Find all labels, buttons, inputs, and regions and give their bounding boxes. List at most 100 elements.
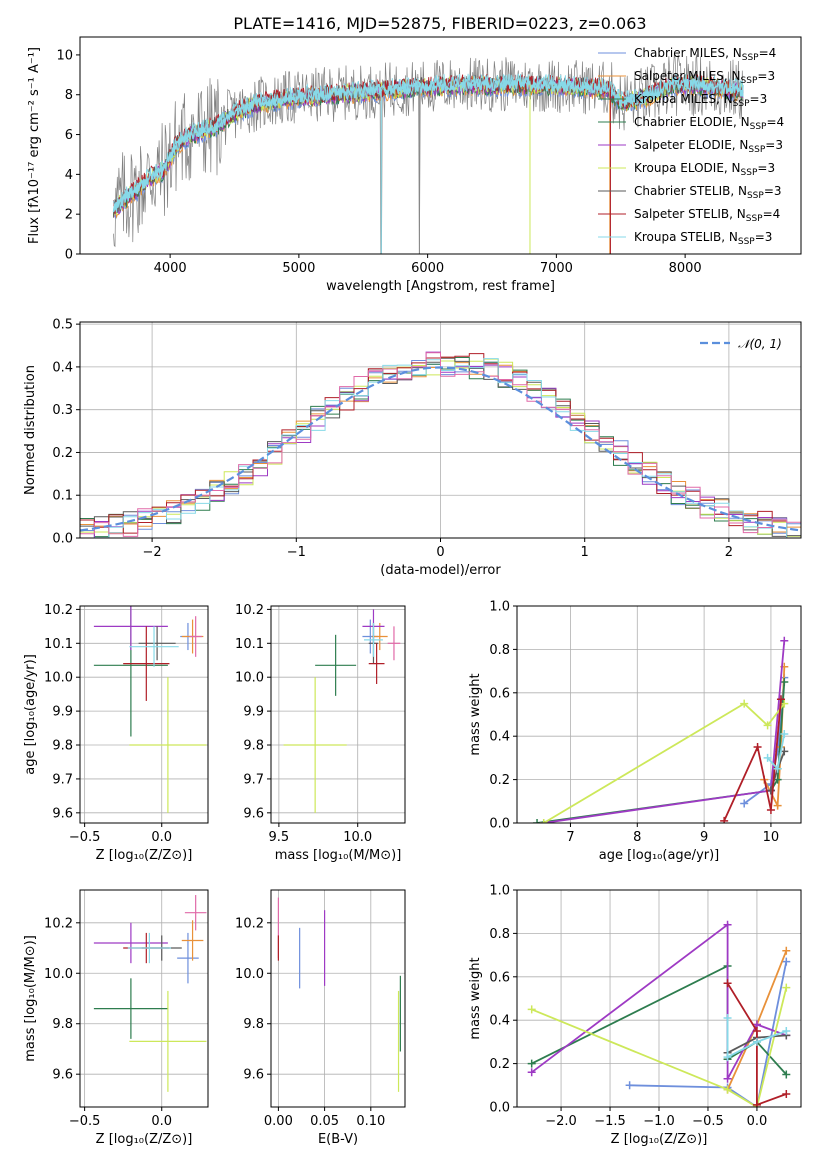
axes-spectrum: 4000 5000 6000 7000 8000 0 2 4 6 8 10 wavelength [A…	[27, 36, 802, 294]
axes-age-vs-mass: 9.5 10.0 9.6 9.7 9.8 9.9 10.0 10.1 10.2 mass [log…	[235, 603, 406, 863]
y-tick-label: 0.8	[489, 643, 510, 658]
y-tick-label: 2	[65, 208, 73, 223]
plot-area	[93, 895, 207, 1092]
y-tick-label: 9.8	[243, 739, 264, 754]
y-tick-label: 9.7	[52, 772, 73, 787]
y-axis-label: age [log₁₀(age/yr)]	[23, 654, 38, 775]
x-tick-label: 10.0	[343, 830, 372, 845]
y-tick-label: 0.2	[489, 773, 510, 788]
mass-weight-marker	[527, 1005, 536, 1014]
mass-weight-line	[629, 961, 788, 1107]
y-tick-label: 9.8	[52, 739, 73, 754]
mass-weight-marker	[766, 786, 775, 795]
y-tick-label: 0.5	[52, 318, 73, 333]
legend-entry: Kroupa STELIB, NSSP=3	[634, 230, 772, 247]
axes-frame	[270, 889, 406, 1108]
y-tick-label: 10.0	[235, 671, 264, 686]
x-tick-label: 0.0	[747, 1114, 768, 1129]
x-tick-label: −0.5	[69, 830, 101, 845]
x-tick-label: −1.0	[643, 1114, 675, 1129]
x-tick-label: 0.00	[264, 1114, 293, 1129]
plot-area	[533, 636, 789, 823]
axes-frame	[270, 605, 406, 824]
mass-weight-marker	[780, 636, 789, 645]
legend-entry: Kroupa MILES, NSSP=3	[634, 92, 767, 109]
y-tick-label: 0.6	[489, 970, 510, 985]
legend-entry: Chabrier MILES, NSSP=4	[634, 46, 776, 63]
x-tick-label: 6000	[411, 261, 444, 276]
axes-mass-weight-vs-Z: −2.0 −1.5 −1.0 −0.5 0.0 0.0 0.2 0.4 0.6 0.8 1.0 Z […	[468, 884, 802, 1147]
legend-value: =3	[755, 230, 773, 244]
mass-weight-marker	[625, 1081, 634, 1090]
x-tick-label: 0.05	[310, 1114, 339, 1129]
mass-weight-marker	[782, 957, 791, 966]
x-tick-label: −2	[143, 545, 162, 560]
legend-subscript: SSP	[741, 76, 758, 86]
y-tick-label: 0.8	[489, 927, 510, 942]
legend-subscript: SSP	[747, 191, 764, 201]
mass-weight-marker	[773, 801, 782, 810]
mass-weight-marker	[753, 743, 762, 752]
plot-area	[93, 606, 207, 813]
x-tick-label: 9	[700, 830, 708, 845]
x-tick-label: −2.0	[545, 1114, 577, 1129]
legend-label: Chabrier ELODIE, N	[634, 115, 750, 129]
mass-weight-marker	[766, 805, 775, 814]
y-tick-label: 10	[56, 48, 73, 63]
x-tick-label: −0.5	[692, 1114, 724, 1129]
x-tick-label: 7000	[540, 261, 573, 276]
y-axis-label: Normed distribution	[23, 365, 38, 495]
x-tick-label: 0.0	[151, 830, 172, 845]
axes-mass-weight-vs-age: 7 8 9 10 0.0 0.2 0.4 0.6 0.8 1.0 age [log₁₀(age/yr…	[468, 600, 802, 863]
x-axis-label: Z [log₁₀(Z/Z⊙)]	[611, 1132, 708, 1147]
legend-label: Salpeter MILES, N	[634, 69, 741, 83]
x-axis-label: (data-model)/error	[380, 563, 501, 578]
mass-weight-line	[726, 982, 787, 1107]
x-axis-label: mass [log₁₀(M/M⊙)]	[275, 848, 402, 863]
x-tick-label: −1.5	[594, 1114, 626, 1129]
x-tick-label: 0.10	[356, 1114, 385, 1129]
plot-area	[527, 920, 791, 1107]
axes-mass-vs-Z: −0.5 0.0 9.6 9.8 10.0 10.2 Z [log₁₀(Z/Z⊙)] mass…	[23, 889, 209, 1147]
y-tick-label: 0.0	[52, 532, 73, 547]
y-tick-label: 9.9	[243, 705, 264, 720]
mass-weight-line	[531, 987, 788, 1107]
x-axis-label: E(B-V)	[318, 1132, 358, 1147]
legend-entry: Salpeter STELIB, NSSP=4	[634, 207, 780, 224]
legend-entry: Chabrier STELIB, NSSP=3	[634, 184, 782, 201]
legend-value: =3	[750, 92, 768, 106]
legend-subscript: SSP	[738, 237, 755, 247]
y-axis-label: mass weight	[468, 673, 483, 755]
y-tick-label: 10.2	[235, 916, 264, 931]
y-tick-label: 4	[65, 168, 73, 183]
y-tick-label: 0.4	[52, 360, 73, 375]
x-tick-label: −1	[287, 545, 306, 560]
mass-weight-marker	[752, 1100, 761, 1107]
x-axis-label: wavelength [Angstrom, rest frame]	[326, 279, 555, 294]
legend-subscript: SSP	[750, 122, 767, 132]
x-tick-label: 5000	[282, 261, 315, 276]
x-axis-label: age [log₁₀(age/yr)]	[599, 848, 720, 863]
mass-weight-marker	[723, 1085, 732, 1094]
y-tick-label: 9.8	[52, 1017, 73, 1032]
y-tick-label: 0.4	[489, 1014, 510, 1029]
plot-area	[80, 351, 801, 538]
legend-subscript: SSP	[748, 145, 765, 155]
mass-weight-marker	[782, 1027, 791, 1036]
y-tick-label: 9.6	[52, 806, 73, 821]
mass-weight-marker	[723, 979, 732, 988]
y-tick-label: 9.6	[243, 806, 264, 821]
y-tick-label: 10.0	[235, 967, 264, 982]
mass-weight-line	[543, 640, 786, 823]
mass-weight-marker	[780, 677, 789, 686]
y-tick-label: 9.9	[52, 705, 73, 720]
legend-label: Kroupa ELODIE, N	[634, 161, 741, 175]
mass-weight-marker	[720, 816, 729, 823]
legend-value: =3	[757, 161, 775, 175]
legend-subscript: SSP	[733, 99, 750, 109]
legend-label: Chabrier MILES, N	[634, 46, 742, 60]
y-tick-label: 1.0	[489, 884, 510, 899]
axes-residuals: −2 −1 0 1 2 0.0 0.1 0.2 0.3 0.4 0.5 (data-model)/er…	[23, 318, 802, 578]
x-tick-label: −0.5	[69, 1114, 101, 1129]
y-tick-label: 10.0	[44, 967, 73, 982]
